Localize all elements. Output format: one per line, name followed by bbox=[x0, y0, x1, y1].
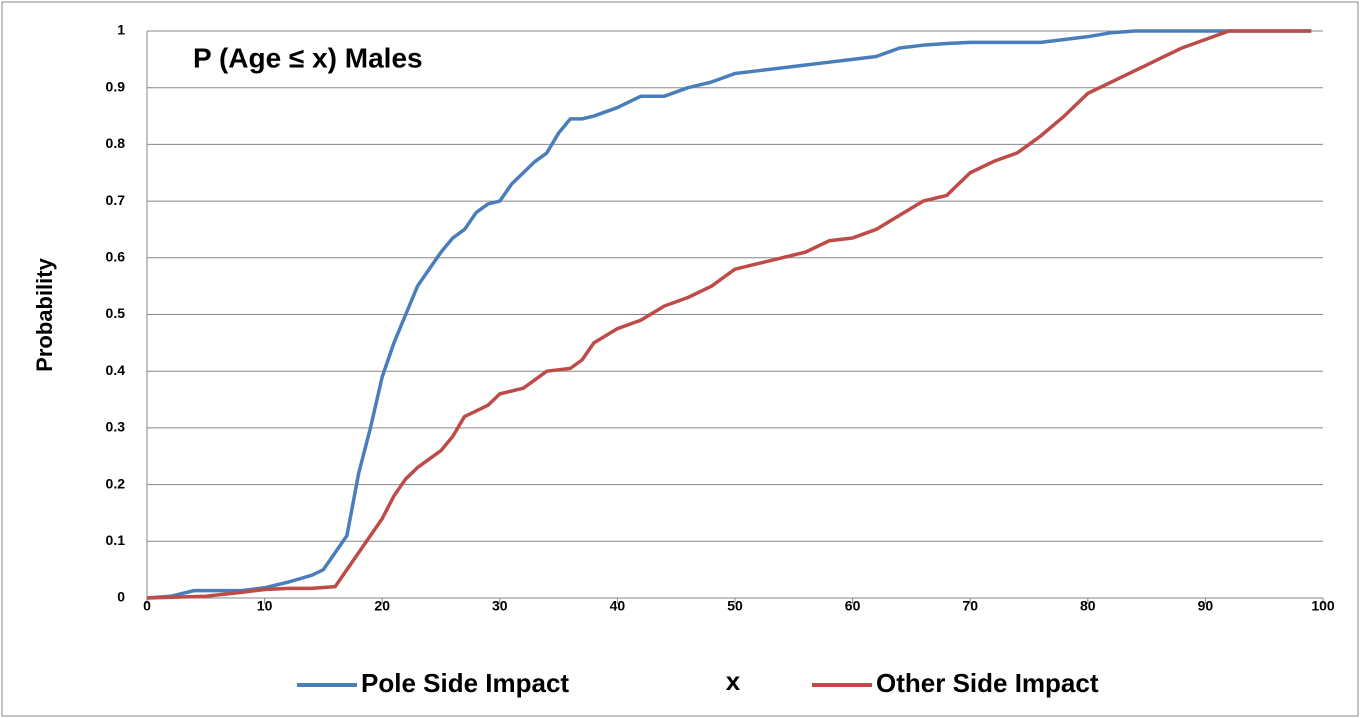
legend-label: Other Side Impact bbox=[876, 668, 1099, 698]
y-tick-label: 0.7 bbox=[106, 192, 126, 208]
x-tick-label: 100 bbox=[1311, 598, 1335, 614]
y-tick-label: 0.5 bbox=[106, 305, 126, 321]
line-series bbox=[146, 29, 1312, 600]
y-tick-label: 0.9 bbox=[106, 78, 126, 94]
y-tick-label: 0.2 bbox=[106, 475, 126, 491]
legend-label: Pole Side Impact bbox=[361, 668, 569, 698]
y-axis-label: Probability bbox=[32, 257, 57, 371]
y-tick-label: 1 bbox=[117, 22, 125, 38]
chart-title: P (Age ≤ x) Males bbox=[193, 42, 423, 73]
y-tick-label: 0.6 bbox=[106, 249, 126, 265]
x-tick-label: 0 bbox=[143, 598, 151, 614]
line-series bbox=[146, 29, 1312, 600]
y-tick-label: 0.8 bbox=[106, 135, 126, 151]
x-tick-label: 60 bbox=[845, 598, 861, 614]
x-tick-label: 90 bbox=[1198, 598, 1214, 614]
y-tick-label: 0.4 bbox=[106, 362, 126, 378]
x-tick-label: 50 bbox=[727, 598, 743, 614]
y-tick-label: 0.1 bbox=[106, 532, 126, 548]
x-tick-label: 80 bbox=[1080, 598, 1096, 614]
y-tick-label: 0.3 bbox=[106, 419, 126, 435]
x-tick-label: 20 bbox=[374, 598, 390, 614]
x-axis-label: x bbox=[726, 666, 741, 696]
y-tick-label: 0 bbox=[117, 589, 125, 605]
x-tick-label: 40 bbox=[610, 598, 626, 614]
x-tick-label: 30 bbox=[492, 598, 508, 614]
x-tick-label: 70 bbox=[962, 598, 978, 614]
x-tick-label: 10 bbox=[257, 598, 273, 614]
